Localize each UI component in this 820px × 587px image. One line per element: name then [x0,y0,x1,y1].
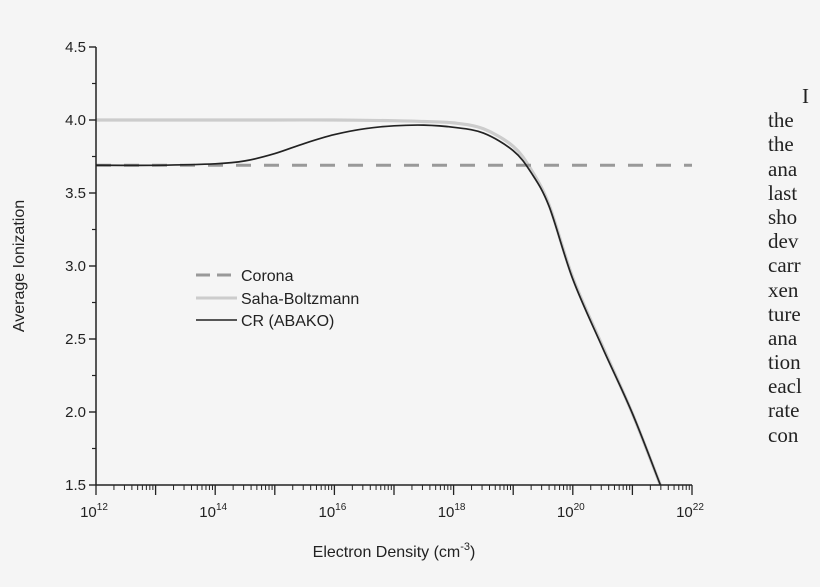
body-text-fragment: the [768,132,794,157]
y-axis-title: Average Ionization [11,200,28,332]
series-cr-abako [95,124,662,486]
axes: 1.5 2.0 2.5 3.0 3.5 4.0 4.5 1012 1014 1016 1018 102… [65,39,704,521]
body-text-fragment: carr [768,253,801,278]
series-saha-boltzmann [96,118,662,486]
body-text-fragment: tion [768,350,801,375]
y-tick-label: 3.0 [65,258,86,275]
body-text-fragment: dev [768,229,799,254]
y-tick-label: 3.5 [65,185,86,202]
x-axis-title: Electron Density (cm-3) [313,541,476,561]
body-text-fragment: con [768,422,799,447]
body-text-fragment: I [802,84,809,108]
body-text-fragment: ana [768,156,798,181]
body-text-fragment: ture [768,301,801,326]
legend-label-corona: Corona [241,268,294,285]
plot-lines [95,118,692,486]
y-tick-label: 1.5 [65,477,86,494]
body-text-fragment: rate [768,398,800,423]
x-tick-label: 1012 [80,502,108,521]
y-tick-label: 2.0 [65,404,86,421]
body-text-fragment: ana [768,325,798,350]
x-tick-label: 1014 [199,502,227,521]
body-text-fragment: xen [768,277,799,302]
legend-label-saha-boltzmann: Saha-Boltzmann [241,291,359,308]
x-tick-label: 1018 [438,502,466,521]
y-tick-label: 4.0 [65,112,86,129]
y-tick-label: 2.5 [65,331,86,348]
x-tick-label: 1016 [318,502,346,521]
y-tick-label: 4.5 [65,39,86,56]
x-tick-label: 1020 [557,502,585,521]
body-text-fragment: last [768,180,798,205]
body-text-fragment: sho [768,204,798,229]
legend: Corona Saha-Boltzmann CR (ABAKO) [196,268,359,330]
legend-label-cr-abako: CR (ABAKO) [241,313,334,330]
body-text-fragment: the [768,108,794,133]
body-text-fragment: eacl [768,374,802,399]
x-tick-label: 1022 [676,502,704,521]
